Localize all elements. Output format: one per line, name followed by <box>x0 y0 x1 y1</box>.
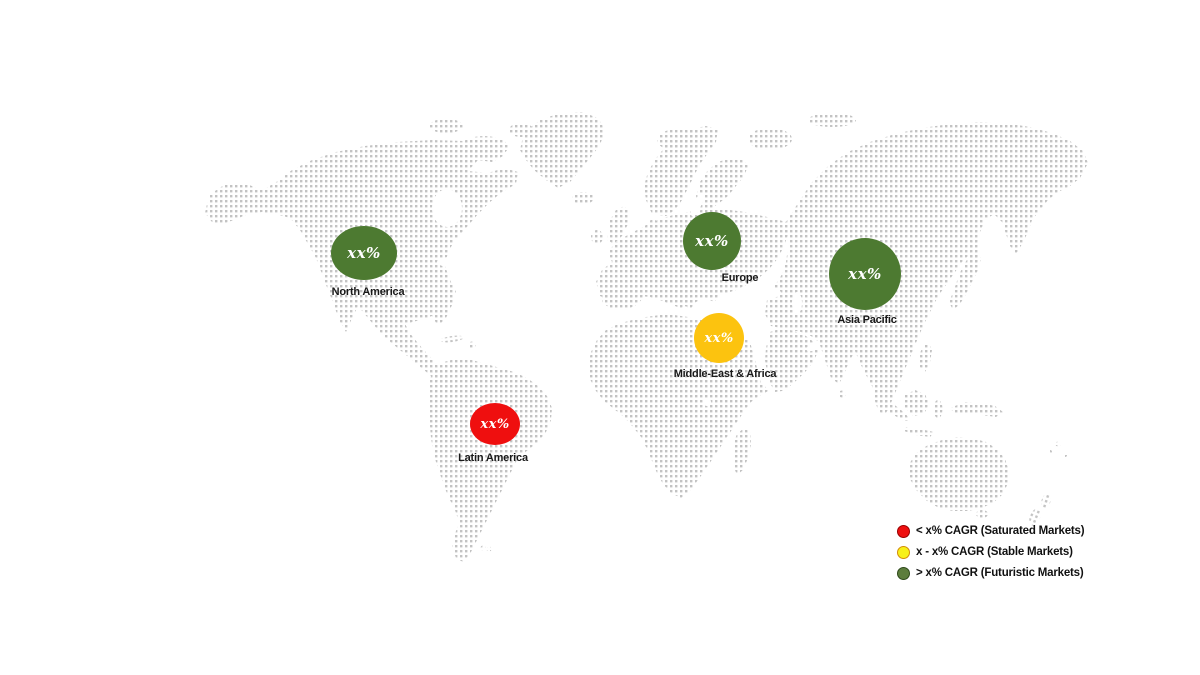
island-britain <box>607 206 630 244</box>
peninsula-iberia <box>602 280 645 310</box>
peninsula-arabia <box>765 328 818 392</box>
legend-label: > x% CAGR (Futuristic Markets) <box>916 567 1084 579</box>
region-finland <box>696 158 748 210</box>
arctic-islands <box>429 119 463 133</box>
legend-dot-yellow <box>897 545 910 559</box>
legend-row-futuristic: > x% CAGR (Futuristic Markets) <box>897 563 1084 583</box>
island-iceland <box>572 192 594 204</box>
legend-row-saturated: < x% CAGR (Saturated Markets) <box>897 521 1085 541</box>
island-new-zealand <box>1029 508 1041 526</box>
island-falklands <box>486 546 492 552</box>
region-value: xx% <box>848 264 882 283</box>
region-label-latin-america: Latin America <box>458 452 528 464</box>
island-greenland <box>520 112 605 188</box>
island-borneo <box>905 390 929 416</box>
lake-great-lakes <box>437 257 463 267</box>
region-bubble-middle-east-africa: xx% <box>694 313 744 363</box>
peninsula-greece <box>706 287 720 302</box>
region-value: xx% <box>704 330 734 346</box>
island-ireland <box>591 230 603 244</box>
lake-victoria <box>703 398 711 406</box>
continent-australia <box>908 437 1009 511</box>
arctic-islands <box>748 128 792 150</box>
arctic-islands <box>808 113 856 127</box>
sea-caspian <box>792 292 802 314</box>
island-hispaniola <box>468 341 476 349</box>
region-label-middle-east-africa: Middle-East & Africa <box>673 368 777 380</box>
island-new-guinea <box>950 402 1003 417</box>
legend-label: < x% CAGR (Saturated Markets) <box>916 525 1085 537</box>
region-bubble-asia-pacific: xx% <box>829 238 901 310</box>
region-label-north-america: North America <box>331 286 405 298</box>
arctic-islands <box>657 128 709 152</box>
island-java <box>904 427 934 437</box>
island-falklands <box>480 545 486 551</box>
region-value: xx% <box>347 243 381 262</box>
region-bubble-latin-america: xx% <box>470 403 520 445</box>
region-value: xx% <box>695 231 729 250</box>
legend-label: x - x% CAGR (Stable Markets) <box>916 546 1073 558</box>
region-label-europe: Europe <box>721 272 759 284</box>
island-philippines <box>919 342 932 372</box>
island-new-zealand <box>1041 493 1051 509</box>
region-label-asia-pacific: Asia Pacific <box>837 314 897 326</box>
continent-asia <box>765 122 1088 416</box>
sea-baltic <box>690 193 704 217</box>
legend-dot-green <box>897 566 910 580</box>
legend-row-stable: x - x% CAGR (Stable Markets) <box>897 542 1084 562</box>
island-madagascar <box>733 428 751 475</box>
legend-dot-red <box>897 524 910 538</box>
island-tasmania <box>976 510 988 518</box>
gulf-persian <box>806 342 820 352</box>
island-sumatra <box>876 398 910 421</box>
continent-south-america <box>429 358 552 562</box>
sea-black <box>759 288 781 298</box>
sea-hudson-bay <box>432 189 462 227</box>
island-fiji <box>1055 441 1061 447</box>
peninsula-italy <box>672 278 694 310</box>
island-fiji <box>1048 450 1052 454</box>
arctic-islands <box>460 136 508 158</box>
region-value: xx% <box>480 416 510 432</box>
island-fiji <box>1063 453 1067 457</box>
region-denmark <box>649 219 657 229</box>
island-sakhalin <box>969 238 980 270</box>
island-sri-lanka <box>838 390 846 398</box>
island-cuba <box>440 335 464 343</box>
region-bubble-north-america: xx% <box>331 226 397 280</box>
island-sulawesi <box>933 400 943 418</box>
region-bubble-europe: xx% <box>683 212 741 270</box>
legend: < x% CAGR (Saturated Markets) x - x% CAG… <box>897 521 1085 584</box>
